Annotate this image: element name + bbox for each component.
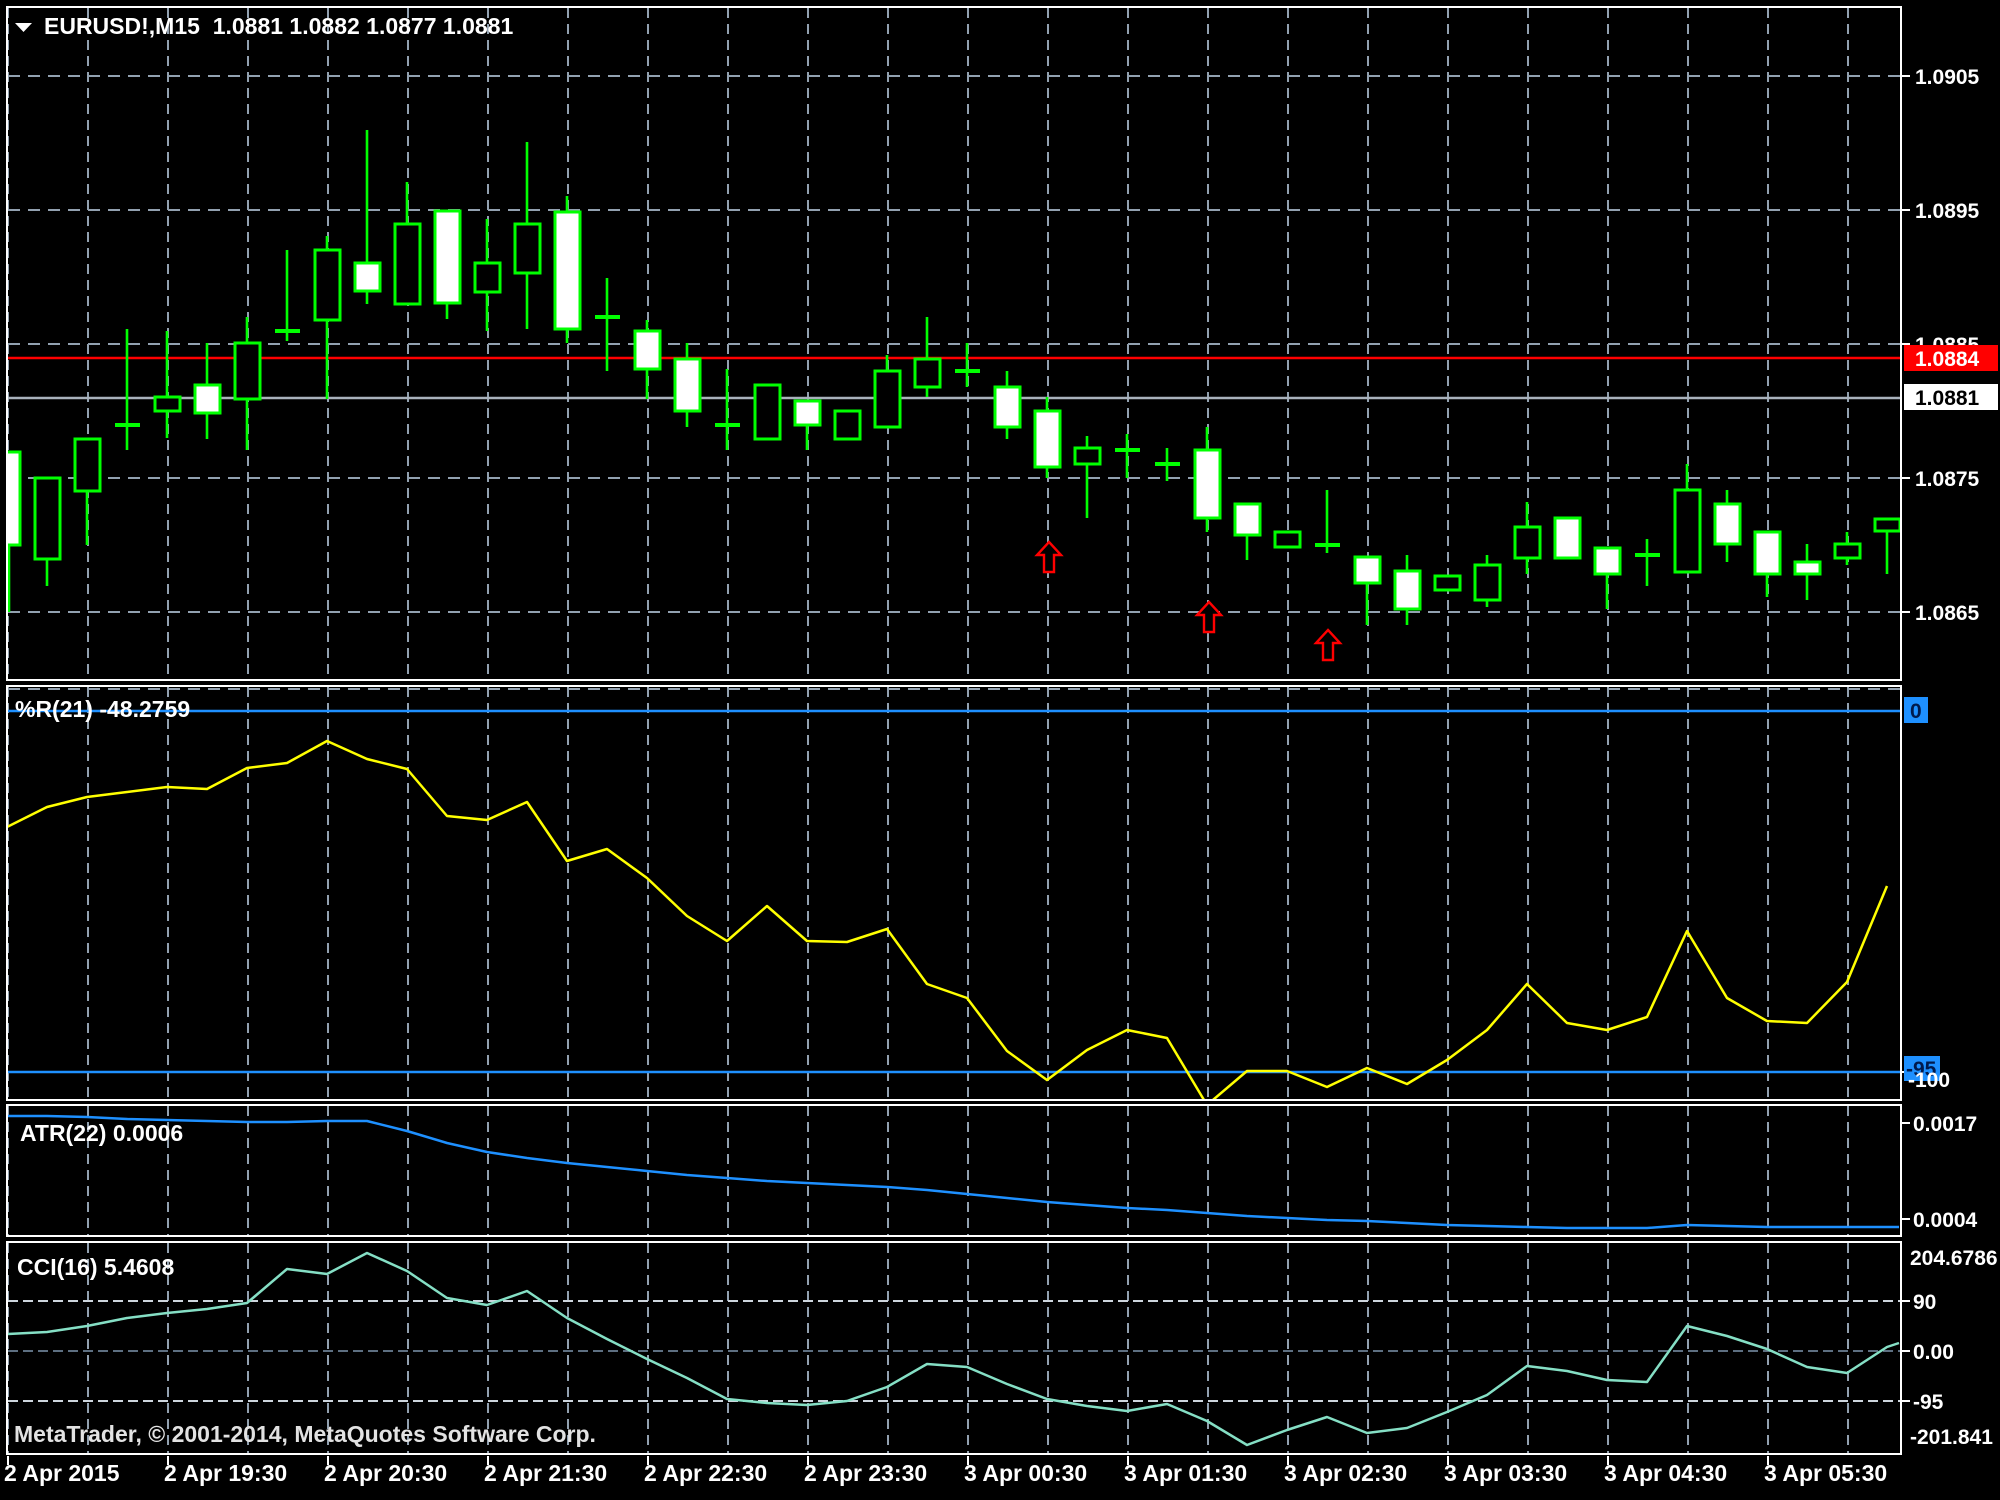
svg-text:EURUSD!,M15 1.0881 1.0882 1.0: EURUSD!,M15 1.0881 1.0882 1.0877 1.0881 <box>44 13 513 39</box>
svg-text:2 Apr 19:30: 2 Apr 19:30 <box>164 1460 287 1486</box>
svg-text:MetaTrader, © 2001-2014, MetaQ: MetaTrader, © 2001-2014, MetaQuotes Soft… <box>14 1421 596 1447</box>
svg-text:90: 90 <box>1913 1291 1936 1314</box>
svg-text:1.0865: 1.0865 <box>1915 602 1980 625</box>
svg-text:3 Apr 01:30: 3 Apr 01:30 <box>1124 1460 1247 1486</box>
svg-text:0: 0 <box>1910 700 1922 723</box>
svg-text:204.6786: 204.6786 <box>1910 1247 1998 1270</box>
svg-text:1.0875: 1.0875 <box>1915 468 1980 491</box>
svg-text:3 Apr 03:30: 3 Apr 03:30 <box>1444 1460 1567 1486</box>
svg-text:2 Apr 23:30: 2 Apr 23:30 <box>804 1460 927 1486</box>
svg-text:2 Apr 20:30: 2 Apr 20:30 <box>324 1460 447 1486</box>
svg-text:%R(21) -48.2759: %R(21) -48.2759 <box>15 696 190 722</box>
svg-text:ATR(22) 0.0006: ATR(22) 0.0006 <box>20 1120 183 1146</box>
svg-text:0.0017: 0.0017 <box>1913 1113 1977 1136</box>
svg-text:-201.841: -201.841 <box>1910 1426 1993 1449</box>
svg-text:1.0895: 1.0895 <box>1915 200 1980 223</box>
svg-text:3 Apr 04:30: 3 Apr 04:30 <box>1604 1460 1727 1486</box>
svg-text:0.00: 0.00 <box>1913 1341 1954 1364</box>
svg-text:3 Apr 00:30: 3 Apr 00:30 <box>964 1460 1087 1486</box>
svg-text:3 Apr 05:30: 3 Apr 05:30 <box>1764 1460 1887 1486</box>
svg-text:2 Apr 2015: 2 Apr 2015 <box>4 1460 120 1486</box>
svg-text:3 Apr 02:30: 3 Apr 02:30 <box>1284 1460 1407 1486</box>
svg-text:2 Apr 21:30: 2 Apr 21:30 <box>484 1460 607 1486</box>
svg-text:2 Apr 22:30: 2 Apr 22:30 <box>644 1460 767 1486</box>
svg-text:1.0905: 1.0905 <box>1915 66 1980 89</box>
svg-text:CCI(16) 5.4608: CCI(16) 5.4608 <box>17 1254 174 1280</box>
svg-text:-95: -95 <box>1913 1391 1944 1414</box>
svg-text:1.0881: 1.0881 <box>1915 387 1980 410</box>
svg-text:-95: -95 <box>1906 1058 1937 1081</box>
svg-text:0.0004: 0.0004 <box>1913 1209 1978 1232</box>
svg-text:-100: -100 <box>1908 1069 1950 1092</box>
svg-text:1.0884: 1.0884 <box>1915 348 1980 371</box>
